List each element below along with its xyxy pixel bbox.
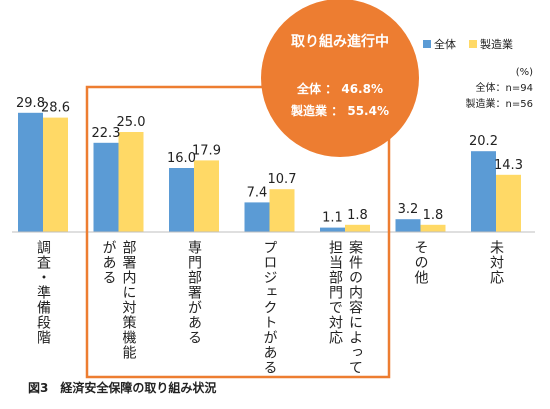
bar-overall-0 <box>18 112 43 232</box>
bar-manufacturing-2 <box>194 160 219 232</box>
data-label-manufacturing-4: 1.8 <box>347 208 368 223</box>
data-label-overall-4: 1.1 <box>322 211 343 226</box>
bar-overall-4 <box>320 227 345 232</box>
category-label-3: プロジェクトがある <box>262 240 278 375</box>
sample-size-overall: 全体：n=94 <box>476 81 533 94</box>
data-label-manufacturing-6: 14.3 <box>494 158 523 173</box>
highlight-callout: 取り組み進行中 全体 ： 46.8% 製造業 ： 55.4% <box>261 0 419 157</box>
legend-swatch-overall <box>423 40 431 48</box>
data-label-manufacturing-1: 25.0 <box>117 115 146 130</box>
highlight-box <box>85 85 391 379</box>
bars-layer <box>18 112 521 232</box>
category-label-4-col0: 案件の内容によって <box>347 239 363 375</box>
data-label-overall-3: 7.4 <box>247 185 268 200</box>
legend-label-overall: 全体 <box>434 37 456 51</box>
bar-manufacturing-6 <box>496 174 521 232</box>
data-label-overall-1: 22.3 <box>92 126 121 141</box>
category-label-2: 専門部署がある <box>186 240 202 345</box>
legend-label-manufacturing: 製造業 <box>480 37 513 51</box>
unit-label: (%) <box>516 67 533 78</box>
category-label-4-col1: 担当部門で対応 <box>327 240 343 345</box>
data-label-overall-5: 3.2 <box>398 202 419 217</box>
legend-swatch-manufacturing <box>469 40 477 48</box>
bar-overall-3 <box>244 202 270 232</box>
bar-manufacturing-1 <box>118 132 144 232</box>
data-label-overall-6: 20.2 <box>469 134 498 149</box>
category-label-6: 未対応 <box>488 240 504 285</box>
bar-labels-layer: 29.828.6 22.325.0 16.017.9 7.410.7 1.1 1.8 3.2… <box>16 96 523 226</box>
bar-manufacturing-0 <box>43 117 68 232</box>
highlight-circle <box>261 0 419 157</box>
bar-overall-6 <box>471 151 496 232</box>
category-label-5: その他 <box>413 240 429 285</box>
category-label-0: 調査・準備段階 <box>35 240 51 345</box>
data-label-overall-2: 16.0 <box>167 151 196 166</box>
data-label-manufacturing-5: 1.8 <box>423 208 444 223</box>
bar-overall-1 <box>93 142 119 232</box>
bar-manufacturing-4 <box>345 224 370 232</box>
data-label-manufacturing-3: 10.7 <box>268 172 297 187</box>
legend: 全体 製造業 <box>423 37 513 51</box>
bar-manufacturing-5 <box>420 224 446 232</box>
category-label-1-col0: 部署内に対策機能 <box>121 240 137 360</box>
highlight-line-overall: 全体 ： 46.8% <box>296 81 383 96</box>
bar-overall-2 <box>169 168 194 232</box>
data-label-manufacturing-0: 28.6 <box>41 101 70 116</box>
highlight-title: 取り組み進行中 <box>291 33 389 50</box>
bar-manufacturing-3 <box>269 189 295 232</box>
figure-caption: 図3 経済安全保障の取り組み状況 <box>28 380 216 395</box>
data-label-manufacturing-2: 17.9 <box>192 143 221 158</box>
bar-overall-5 <box>395 219 421 232</box>
category-label-1-col1: がある <box>101 240 117 285</box>
data-label-overall-0: 29.8 <box>16 96 45 111</box>
highlight-line-manufacturing: 製造業 ： 55.4% <box>290 103 389 118</box>
sample-size-manufacturing: 製造業：n=56 <box>466 97 533 110</box>
